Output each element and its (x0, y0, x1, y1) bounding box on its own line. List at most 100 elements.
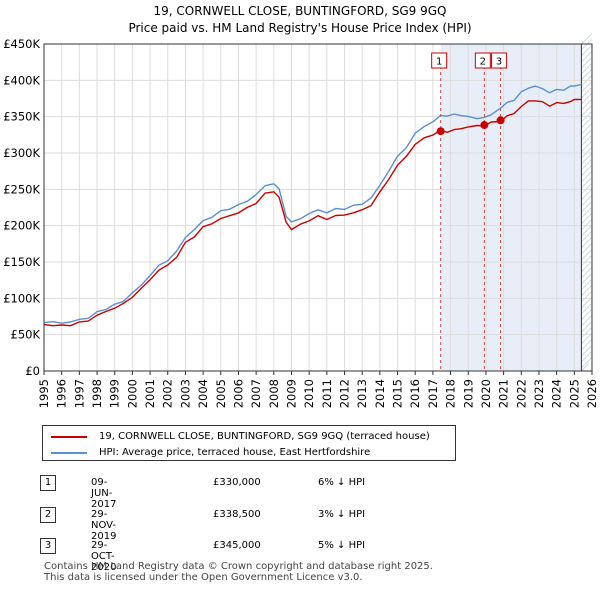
x-tick-label: 2022 (514, 379, 528, 408)
hatch-line (581, 117, 593, 129)
x-tick-label: 2020 (479, 379, 493, 408)
y-tick-label: £100K (3, 291, 40, 305)
sale-point (480, 121, 489, 130)
x-tick-label: 1995 (37, 379, 51, 408)
legend-item-hpi: HPI: Average price, terraced house, East… (51, 447, 370, 458)
plot-frame (43, 43, 593, 372)
y-tick-label: £200K (3, 219, 40, 233)
hatch-line (581, 39, 593, 51)
hatch-line (581, 321, 593, 333)
footer-line-copyright: Contains HM Land Registry data © Crown c… (44, 561, 433, 572)
legend-line-red-icon (51, 435, 87, 438)
sale-price: £345,000 (213, 540, 261, 551)
footer-attribution: Contains HM Land Registry data © Crown c… (44, 561, 433, 583)
price-chart: £0 £50K £100K £150K £200K £250K £300K £350K £400… (3, 33, 599, 408)
hatch-line (581, 81, 593, 93)
x-tick-label: 2001 (143, 379, 157, 408)
x-tick-label: 2004 (196, 379, 210, 408)
x-tick-label: 2025 (567, 379, 581, 408)
x-tick-label: 2026 (585, 379, 599, 408)
hatch-line (581, 69, 593, 81)
sale-label-box (431, 52, 448, 69)
sale-price: £330,000 (213, 477, 261, 488)
hatch-line (581, 339, 593, 351)
x-tick-label: 2000 (125, 379, 139, 408)
hatch-line (581, 153, 593, 165)
x-tick-label: 2002 (161, 379, 175, 408)
hatch-line (581, 315, 593, 327)
x-tick-label: 2014 (373, 379, 387, 408)
x-tick-label: 2010 (302, 379, 316, 408)
x-tick-label: 1997 (72, 379, 86, 408)
hatch-line (581, 129, 593, 141)
property-price-line (43, 98, 582, 327)
sale-number-badge: 1 (40, 475, 56, 491)
hatch-line (581, 225, 593, 237)
hatch-line (581, 273, 593, 285)
sale-date: 09-JUN-2017 (91, 477, 117, 510)
sale-hpi-diff: 5% ↓ HPI (318, 540, 366, 551)
chart-legend: 19, CORNWELL CLOSE, BUNTINGFORD, SG9 9GQ… (42, 425, 456, 461)
y-tick-label: £450K (3, 37, 40, 51)
hatch-line (581, 51, 593, 63)
x-tick-label: 2015 (391, 379, 405, 408)
hatch-line (581, 345, 593, 357)
hatch-line (581, 105, 593, 117)
sale-date: 29-NOV-2019 (91, 509, 117, 542)
hatch-line (581, 171, 593, 183)
sale-point (496, 116, 505, 125)
hatch-line (581, 189, 593, 201)
hatch-line (581, 285, 593, 297)
legend-item-property: 19, CORNWELL CLOSE, BUNTINGFORD, SG9 9GQ… (51, 431, 430, 442)
x-tick-label: 2006 (231, 379, 245, 408)
x-tick-label: 2016 (408, 379, 422, 408)
y-tick-label: £400K (3, 73, 40, 87)
hatch-line (581, 309, 593, 321)
hatch-line (581, 267, 593, 279)
hatch-line (581, 207, 593, 219)
chart-title-subtitle: Price paid vs. HM Land Registry's House … (128, 21, 472, 35)
hatch-line (581, 195, 593, 207)
hatch-line (581, 177, 593, 189)
x-tick-label: 2007 (249, 379, 263, 408)
sale-hpi-diff: 6% ↓ HPI (318, 477, 366, 488)
hatch-line (581, 57, 593, 69)
x-tick-label: 2005 (214, 379, 228, 408)
x-tick-label: 2008 (267, 379, 281, 408)
hatch-line (581, 135, 593, 147)
hatch-line (581, 183, 593, 195)
hatch-line (581, 291, 593, 303)
chart-title-address: 19, CORNWELL CLOSE, BUNTINGFORD, SG9 9GQ (153, 4, 447, 18)
footer-line-license: This data is licensed under the Open Gov… (44, 572, 363, 583)
sale-label-number: 1 (436, 57, 442, 68)
x-tick-label: 2018 (444, 379, 458, 408)
legend-label-property: 19, CORNWELL CLOSE, BUNTINGFORD, SG9 9GQ… (99, 431, 430, 442)
y-tick-label: £50K (11, 328, 41, 342)
hatch-line (581, 213, 593, 225)
x-tick-label: 2017 (426, 379, 440, 408)
x-tick-label: 2012 (338, 379, 352, 408)
x-tick-label: 2003 (178, 379, 192, 408)
hatch-line (581, 141, 593, 153)
sale-label-number: 3 (496, 57, 502, 68)
sale-price: £338,500 (213, 509, 261, 520)
y-tick-label: £0 (25, 364, 40, 378)
x-tick-label: 2021 (497, 379, 511, 408)
x-tick-label: 2011 (320, 379, 334, 408)
x-tick-label: 1999 (108, 379, 122, 408)
hatch-line (581, 327, 593, 339)
hatch-line (581, 351, 593, 363)
y-tick-label: £350K (3, 110, 40, 124)
hatch-line (581, 99, 593, 111)
hatch-line (581, 93, 593, 105)
sale-label-box (491, 52, 508, 69)
hatch-line (581, 243, 593, 255)
hatch-line (581, 63, 593, 75)
sale-label-number: 2 (480, 57, 486, 68)
y-tick-label: £300K (3, 146, 40, 160)
hpi-line (43, 83, 582, 324)
hatch-line (581, 255, 593, 267)
sale-label-box (474, 52, 491, 69)
x-tick-label: 2019 (461, 379, 475, 408)
hatch-line (581, 159, 593, 171)
